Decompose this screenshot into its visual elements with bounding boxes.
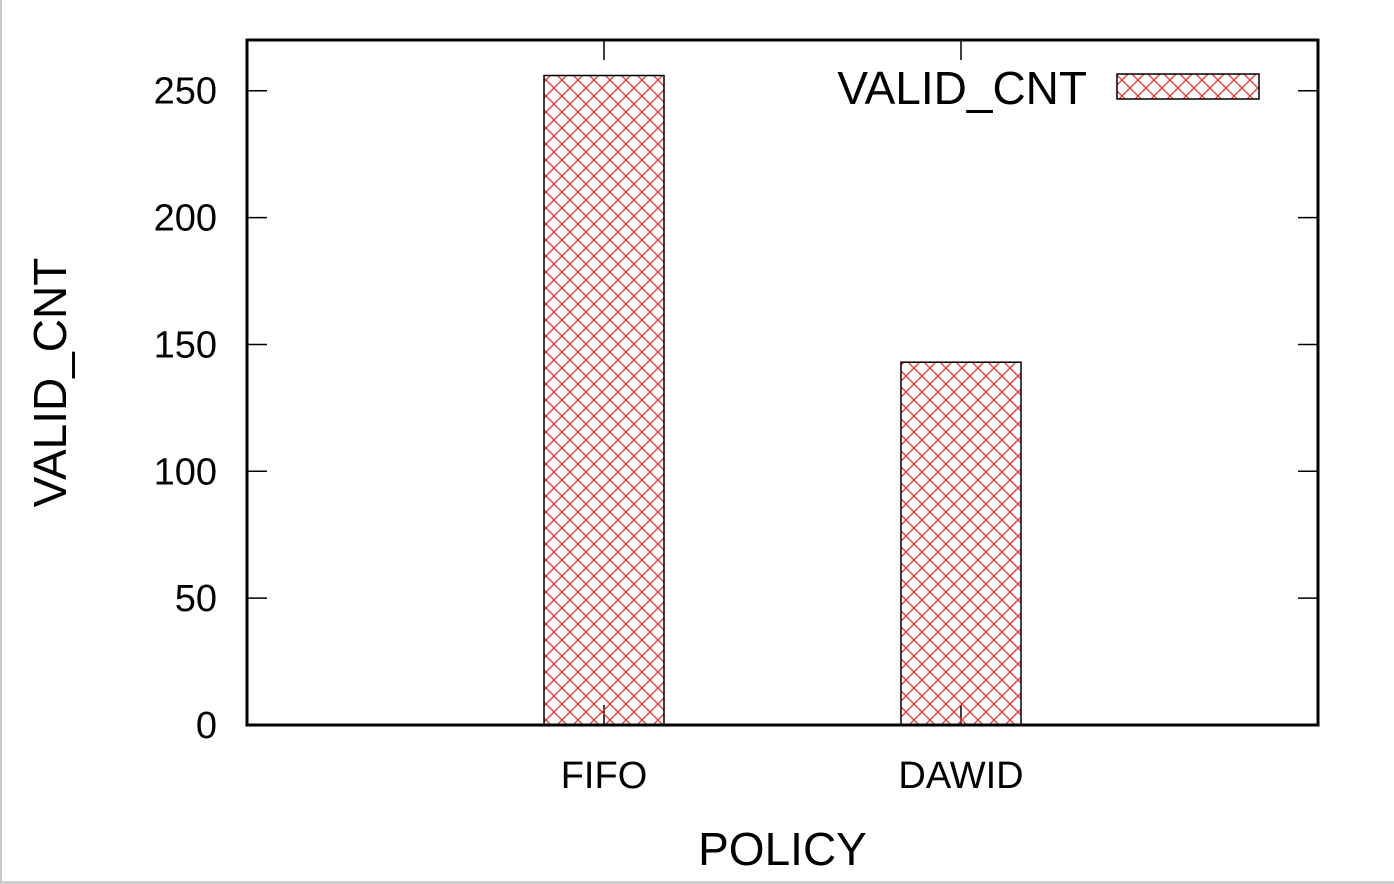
x-tick-label: FIFO bbox=[561, 755, 648, 797]
y-tick-label: 150 bbox=[154, 324, 217, 366]
y-tick-label: 250 bbox=[154, 71, 217, 113]
legend-swatch bbox=[1116, 73, 1260, 100]
y-tick-label: 200 bbox=[154, 198, 217, 240]
y-axis-ticks: 0 50 100 150 200 250 bbox=[154, 71, 1318, 747]
y-tick-label: 0 bbox=[196, 705, 217, 747]
x-tick-label: DAWID bbox=[898, 755, 1023, 797]
bars bbox=[543, 74, 1022, 726]
x-axis-title: POLICY bbox=[698, 823, 867, 875]
legend-label: VALID_CNT bbox=[837, 62, 1087, 114]
y-tick-label: 50 bbox=[175, 578, 217, 620]
y-axis-title: VALID_CNT bbox=[24, 258, 76, 508]
plot-border bbox=[245, 38, 1320, 727]
bar-fifo bbox=[543, 74, 665, 726]
bar-dawid bbox=[900, 361, 1022, 726]
y-tick-label: 100 bbox=[154, 451, 217, 493]
legend: VALID_CNT bbox=[837, 62, 1260, 114]
